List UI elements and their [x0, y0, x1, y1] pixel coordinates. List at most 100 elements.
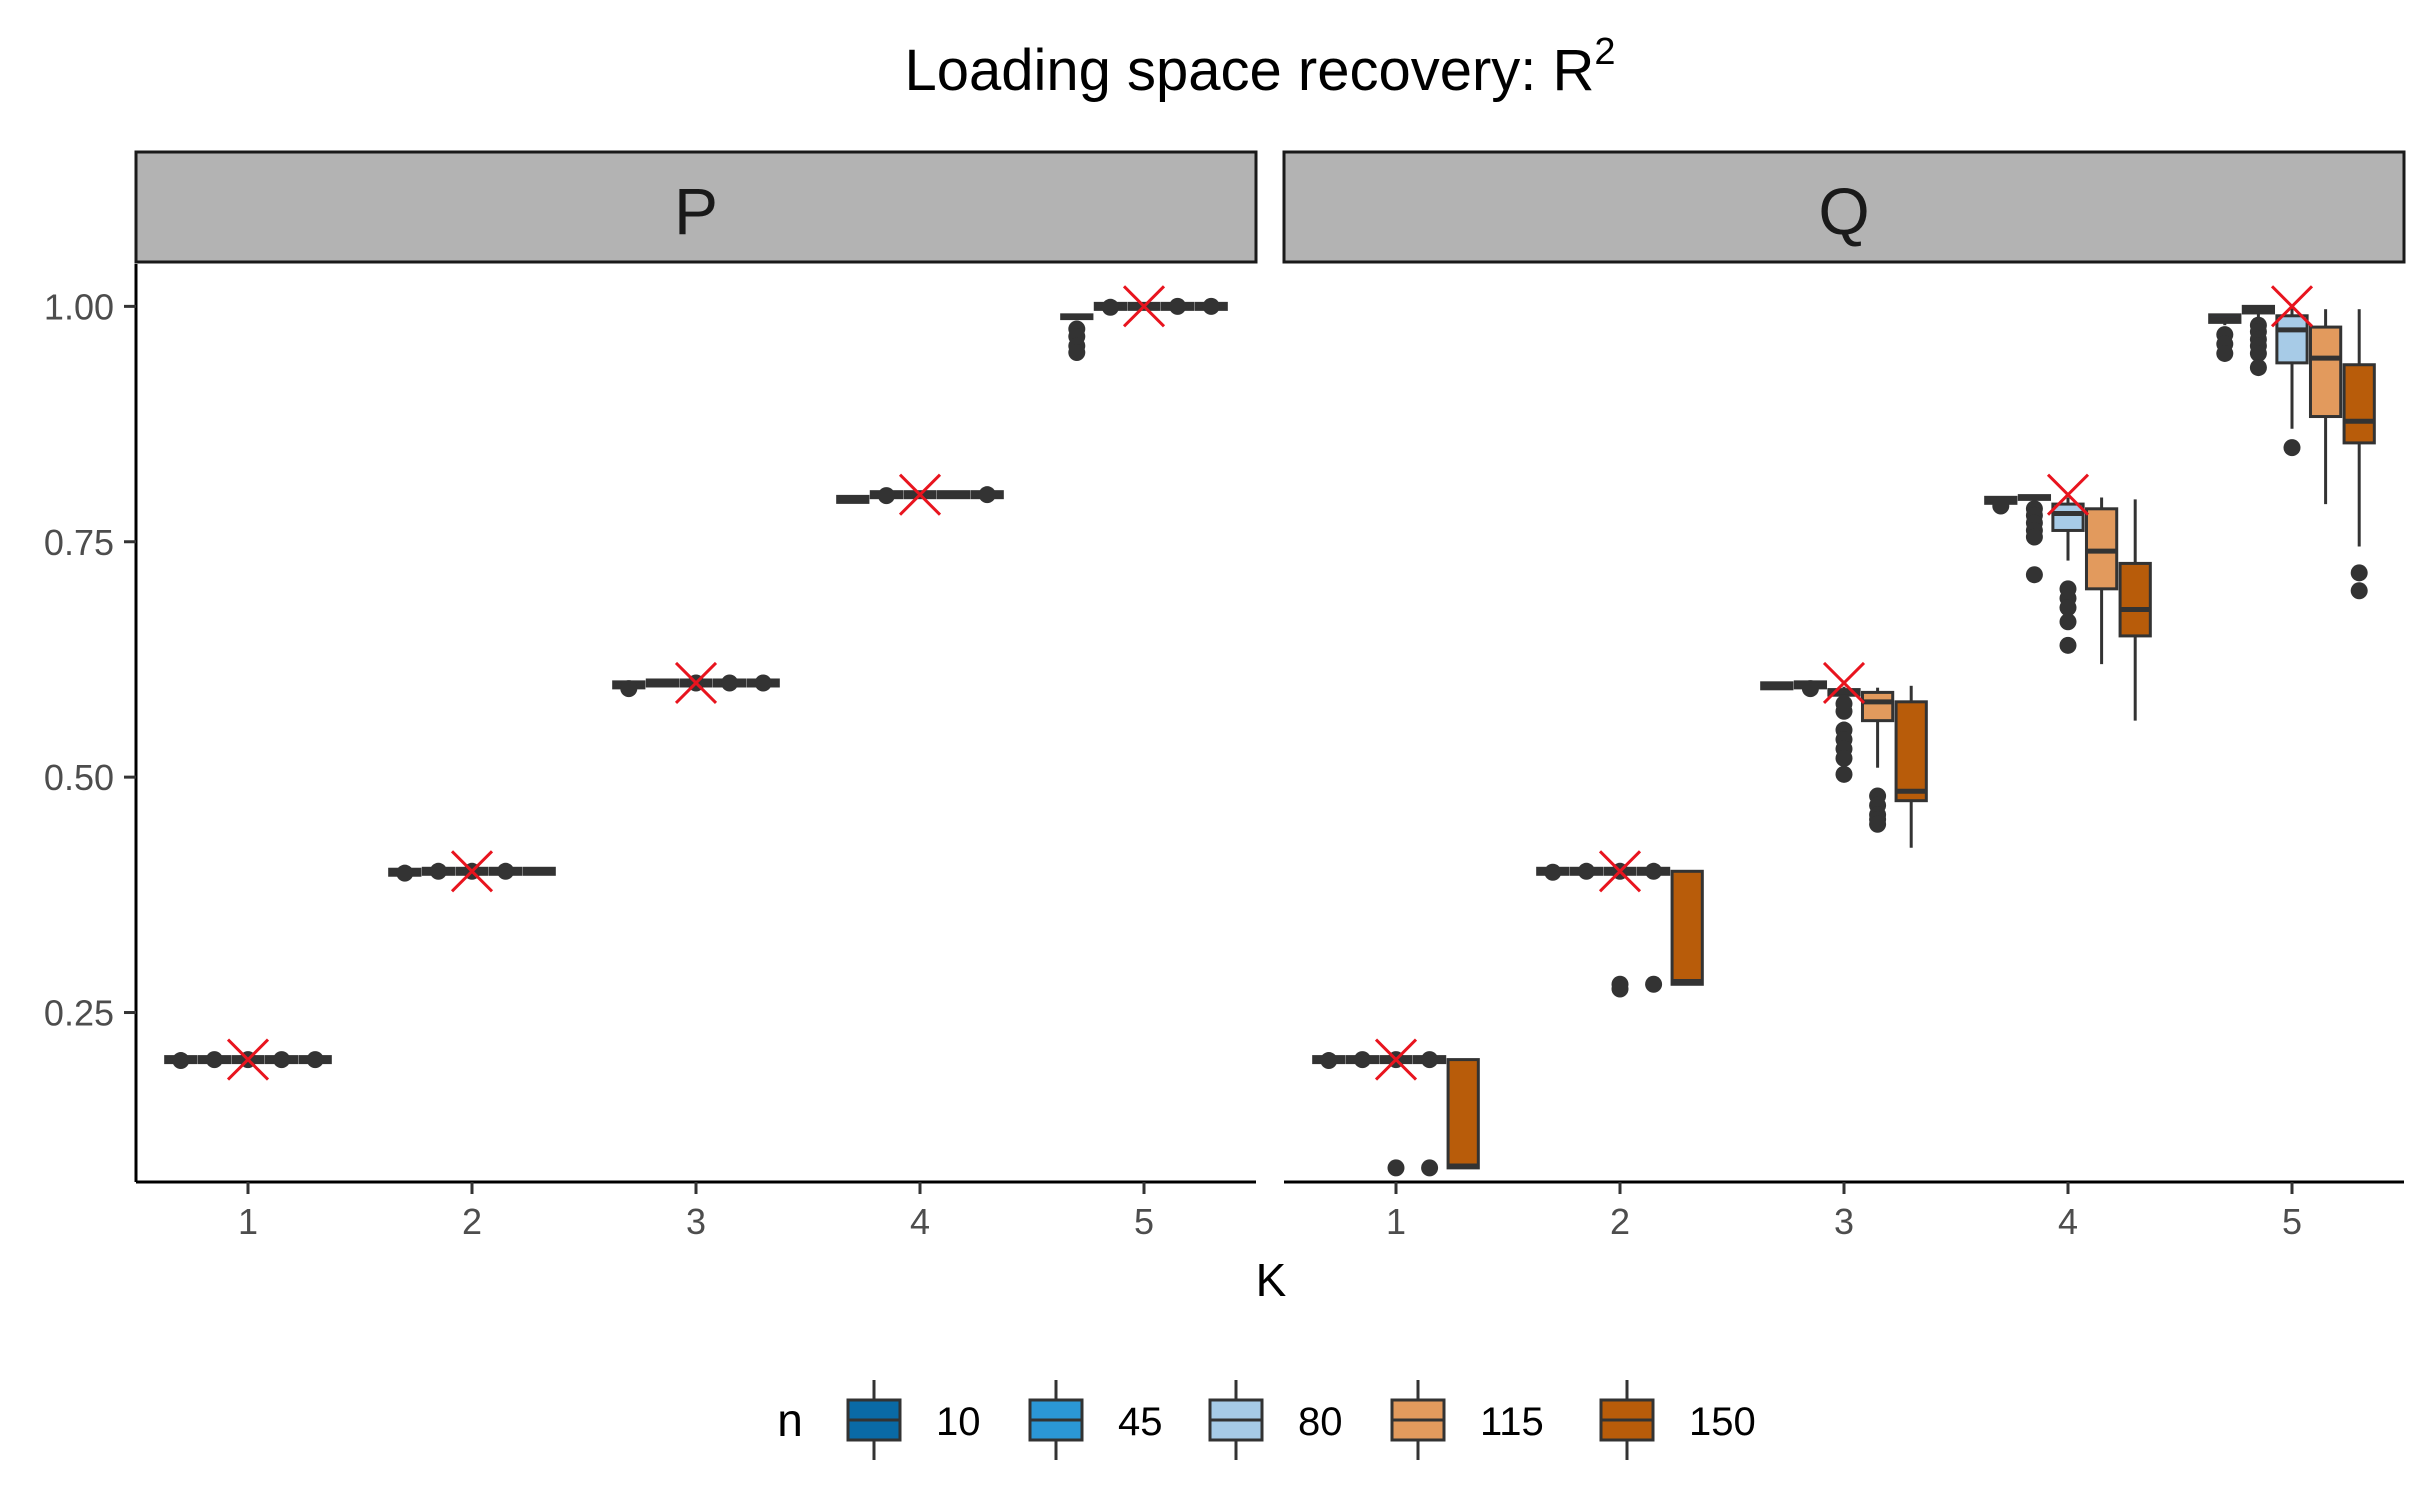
outlier-point	[172, 1052, 190, 1070]
legend-label: 10	[936, 1400, 981, 1444]
box-k2-n150	[1670, 869, 1704, 986]
box-body	[2342, 363, 2376, 445]
x-tick-label: 1	[238, 1201, 258, 1242]
outlier-point	[1068, 344, 1086, 362]
outlier-point	[2350, 582, 2368, 600]
outlier-point	[721, 674, 739, 692]
truth-marker	[674, 661, 718, 705]
box-body	[1860, 690, 1895, 723]
box-k3-n150	[746, 674, 780, 692]
truth-marker	[1822, 661, 1866, 705]
box-k4-n115	[2084, 497, 2119, 665]
y-tick-label: 0.75	[44, 522, 114, 563]
truth-marker	[898, 473, 942, 516]
outlier-point	[1835, 702, 1853, 720]
truth-marker	[2046, 473, 2090, 516]
box-k4-n10	[836, 494, 870, 504]
x-axis-title: K	[1256, 1254, 1287, 1306]
outlier-point	[1835, 765, 1853, 783]
box-k5-n150	[1194, 297, 1228, 315]
truth-marker	[226, 1038, 270, 1081]
truth-marker	[450, 850, 494, 893]
box-k1-n150	[1446, 1058, 1480, 1170]
outlier-point	[273, 1051, 291, 1069]
x-tick-label: 4	[910, 1201, 930, 1242]
box-k5-n115	[1160, 297, 1195, 315]
outlier-point	[2283, 439, 2301, 457]
box-k3-n10	[612, 680, 646, 698]
outlier-point	[1577, 862, 1595, 880]
truth-marker-stroke	[226, 1038, 270, 1081]
box-k2-n10	[1536, 863, 1570, 881]
outlier-point	[2025, 566, 2043, 584]
box-k5-n150	[2342, 309, 2376, 600]
strip-label: P	[674, 174, 718, 248]
box-k4-n80	[2051, 497, 2085, 654]
box-k1-n45	[1345, 1051, 1380, 1069]
truth-marker-stroke	[1122, 285, 1166, 328]
box-k1-n150	[298, 1051, 332, 1069]
box-k5-n10	[1060, 313, 1094, 362]
y-axis: 0.25 0.50 0.75 1.00	[44, 264, 138, 1182]
outlier-point	[2249, 344, 2267, 362]
outlier-point	[2059, 613, 2077, 631]
y-tick-label: 0.25	[44, 993, 114, 1034]
box-body	[2051, 502, 2085, 532]
outlier-point	[2025, 528, 2043, 546]
x-tick-label: 3	[1834, 1201, 1854, 1242]
truth-marker-stroke	[1822, 661, 1866, 705]
truth-marker	[1598, 850, 1642, 893]
truth-marker	[1374, 1038, 1418, 1081]
outlier-point	[1645, 862, 1663, 880]
box-body	[2118, 561, 2152, 638]
legend-item-45: 45	[1028, 1380, 1163, 1460]
chart-title-superscript: 2	[1594, 31, 1615, 73]
y-tick-label: 1.00	[44, 286, 114, 327]
outlier-point	[306, 1051, 324, 1069]
truth-marker-stroke	[2046, 473, 2090, 516]
box-k2-n150	[522, 866, 556, 876]
outlier-point	[1611, 980, 1629, 998]
panel-P: P 1 2 3 4 5	[134, 150, 1258, 1242]
legend-label: 150	[1689, 1400, 1756, 1444]
legend-label: 80	[1298, 1400, 1343, 1444]
outlier-point	[1992, 497, 2010, 515]
box-k3-n80	[1827, 686, 1861, 783]
outlier-point	[1869, 815, 1887, 833]
truth-marker	[2270, 285, 2314, 328]
box-k2-n115	[1636, 862, 1671, 993]
box-k3-n115	[1860, 687, 1895, 833]
outlier-point	[2249, 359, 2267, 377]
x-tick-label: 2	[1610, 1201, 1630, 1242]
box-k4-n10	[1984, 495, 2018, 515]
truth-marker-stroke	[2270, 285, 2314, 328]
box-k2-n115	[488, 862, 523, 880]
box-k1-n115	[264, 1051, 299, 1069]
box-k4-n45	[2017, 494, 2052, 584]
outlier-point	[877, 487, 895, 505]
outlier-point	[1645, 975, 1663, 993]
box-body	[1446, 1058, 1480, 1170]
x-tick-label: 5	[1134, 1201, 1154, 1242]
box-k5-n10	[2208, 313, 2242, 362]
strip-header	[1282, 150, 2406, 264]
box-body	[1670, 869, 1704, 986]
truth-marker-stroke	[1598, 850, 1642, 893]
box-k2-n45	[1569, 862, 1604, 880]
box-k5-n80	[2275, 307, 2309, 457]
legend-label: 115	[1480, 1400, 1544, 1444]
outlier-point	[1421, 1051, 1439, 1069]
strip-label: Q	[1818, 174, 1869, 248]
outlier-point	[1835, 749, 1853, 767]
truth-marker-stroke	[898, 473, 942, 516]
outlier-point	[2059, 636, 2077, 654]
box-k3-n10	[1760, 681, 1794, 691]
legend-item-10: 10	[846, 1380, 981, 1460]
box-body	[2275, 314, 2309, 365]
box-k4-n45	[869, 487, 904, 505]
box-k3-n45	[645, 678, 680, 688]
legend-item-115: 115	[1390, 1380, 1544, 1460]
outlier-point	[1387, 1159, 1405, 1177]
outlier-point	[1202, 297, 1220, 315]
x-tick-label: 1	[1386, 1201, 1406, 1242]
